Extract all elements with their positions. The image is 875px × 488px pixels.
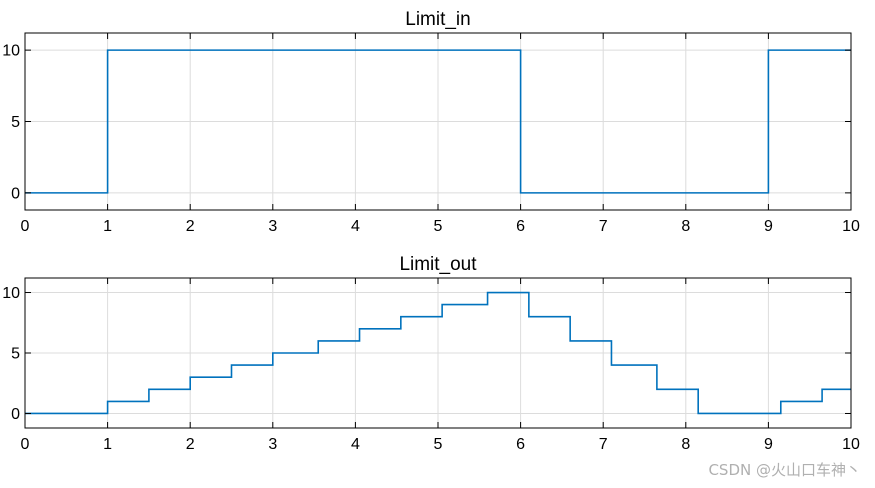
y-tick-label: 0 [11, 185, 20, 202]
series-line [25, 49, 851, 194]
x-tick-label: 9 [764, 436, 773, 453]
x-tick-label: 8 [681, 436, 690, 453]
x-tick-label: 9 [764, 218, 773, 235]
grid [24, 33, 852, 210]
series-line [25, 291, 851, 415]
x-tick-label: 1 [103, 436, 112, 453]
x-tick-label: 4 [351, 218, 360, 235]
y-tick-label: 10 [2, 285, 20, 302]
y-tick-label: 0 [11, 406, 20, 423]
y-tick-labels: 0 5 10 [2, 43, 20, 203]
x-tick-label: 3 [268, 218, 277, 235]
y-tick-labels: 0 5 10 [2, 285, 20, 423]
grid [24, 278, 852, 428]
chart-title: Limit_in [405, 9, 470, 30]
y-tick-label: 5 [11, 346, 20, 363]
chart-limit-in: Limit_in 0 1 2 3 4 5 6 7 8 9 10 0 5 10 [2, 9, 860, 235]
watermark-text: CSDN @火山口车神丶 [708, 461, 861, 479]
tick-marks [24, 33, 852, 210]
x-tick-label: 4 [351, 436, 360, 453]
y-tick-label: 5 [11, 114, 20, 131]
x-tick-labels: 0 1 2 3 4 5 6 7 8 9 10 [21, 218, 860, 235]
x-tick-label: 8 [681, 218, 690, 235]
x-tick-label: 0 [21, 436, 30, 453]
x-tick-label: 7 [599, 218, 608, 235]
x-tick-labels: 0 1 2 3 4 5 6 7 8 9 10 [21, 436, 860, 453]
series-group [25, 291, 851, 415]
x-tick-label: 6 [516, 218, 525, 235]
y-tick-label: 10 [2, 43, 20, 60]
x-tick-label: 1 [103, 218, 112, 235]
x-tick-label: 3 [268, 436, 277, 453]
chart-limit-out: Limit_out 0 1 2 3 4 5 6 7 8 9 10 0 5 10 [2, 254, 860, 453]
x-tick-label: 7 [599, 436, 608, 453]
tick-marks [24, 278, 852, 428]
x-tick-label: 5 [434, 218, 443, 235]
x-tick-label: 6 [516, 436, 525, 453]
x-tick-label: 5 [434, 436, 443, 453]
chart-title: Limit_out [399, 254, 477, 275]
x-tick-label: 0 [21, 218, 30, 235]
series-group [25, 49, 851, 194]
x-tick-label: 2 [186, 218, 195, 235]
x-tick-label: 2 [186, 436, 195, 453]
x-tick-label: 10 [842, 436, 860, 453]
x-tick-label: 10 [842, 218, 860, 235]
